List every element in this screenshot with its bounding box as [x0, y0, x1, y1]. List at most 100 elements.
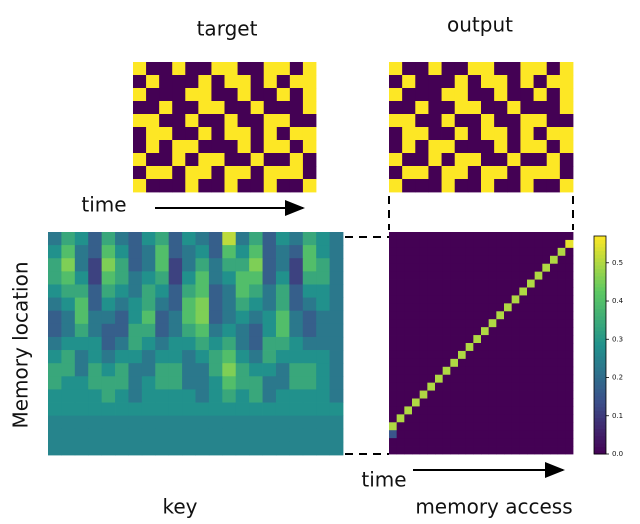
cell — [550, 422, 559, 431]
colorbar-segment — [594, 348, 606, 353]
cell — [302, 350, 317, 364]
cell — [546, 179, 561, 193]
cell — [550, 335, 559, 344]
cell — [101, 245, 116, 259]
cell — [428, 179, 442, 193]
cell — [496, 232, 505, 241]
cell — [263, 101, 278, 115]
cell — [511, 295, 520, 304]
cell — [419, 327, 428, 336]
cell — [48, 402, 62, 417]
cell — [527, 374, 536, 384]
cell — [289, 323, 304, 338]
cell — [473, 255, 482, 265]
cell — [262, 232, 277, 246]
cell — [289, 350, 304, 364]
cell — [185, 140, 199, 154]
cell — [155, 297, 170, 312]
cell — [250, 62, 265, 76]
cell — [481, 366, 490, 376]
cell — [488, 335, 497, 344]
cell — [289, 166, 304, 180]
cell — [404, 335, 413, 344]
cell — [534, 422, 543, 431]
cell — [412, 311, 421, 320]
cell — [404, 366, 413, 376]
cell — [550, 271, 559, 280]
cell — [128, 258, 143, 272]
cell — [195, 402, 210, 417]
cell — [454, 153, 469, 167]
cell — [185, 114, 199, 128]
cell — [276, 166, 291, 180]
cell — [168, 336, 183, 351]
cell — [146, 88, 160, 102]
cell — [316, 350, 330, 364]
cell — [404, 247, 413, 257]
cell — [419, 335, 428, 344]
cell — [427, 335, 436, 344]
cell — [289, 271, 304, 285]
cell — [250, 153, 265, 167]
cell — [208, 232, 223, 246]
cell — [141, 441, 156, 456]
cell — [302, 376, 317, 390]
cell — [504, 350, 513, 360]
cell — [396, 350, 405, 360]
cell — [419, 382, 428, 391]
cell — [511, 422, 520, 431]
cell — [235, 245, 250, 259]
cell — [155, 441, 170, 456]
cell — [511, 247, 520, 257]
cell — [235, 310, 250, 325]
cell — [224, 140, 238, 154]
cell — [504, 382, 513, 391]
colorbar-segment — [594, 443, 606, 448]
cell — [224, 62, 238, 76]
cell — [450, 295, 459, 304]
cell — [504, 343, 513, 352]
cell — [494, 166, 508, 180]
colorbar-segment — [594, 297, 606, 302]
cell — [208, 310, 223, 325]
cell — [101, 336, 116, 351]
cell — [168, 363, 183, 377]
cell — [473, 446, 482, 455]
cell — [481, 406, 490, 415]
cell — [542, 430, 551, 439]
cell — [481, 295, 490, 304]
cell — [302, 297, 317, 312]
cell — [222, 297, 237, 312]
cell — [435, 350, 444, 360]
cell — [133, 88, 147, 102]
cell — [141, 297, 156, 312]
cell — [565, 327, 574, 336]
cell — [389, 382, 398, 391]
cell — [389, 287, 398, 296]
cell — [396, 358, 405, 368]
cell — [222, 232, 237, 246]
cell — [450, 255, 459, 265]
cell — [442, 390, 451, 399]
cell — [115, 428, 129, 443]
cell — [141, 323, 156, 338]
cell — [262, 323, 277, 338]
cell — [559, 62, 574, 76]
cell — [442, 239, 451, 249]
colorbar-segment — [594, 301, 606, 306]
cell — [450, 366, 459, 376]
colorbar-segment — [594, 305, 606, 310]
cell — [415, 101, 429, 115]
cell — [316, 258, 330, 272]
cell — [496, 343, 505, 352]
cell — [389, 358, 398, 368]
cell — [101, 402, 116, 417]
cell — [250, 140, 265, 154]
cell — [262, 284, 277, 298]
cell — [404, 279, 413, 288]
cell — [496, 287, 505, 296]
cell — [211, 101, 225, 115]
cell — [519, 327, 528, 336]
cell — [441, 114, 456, 128]
cell — [302, 75, 317, 89]
